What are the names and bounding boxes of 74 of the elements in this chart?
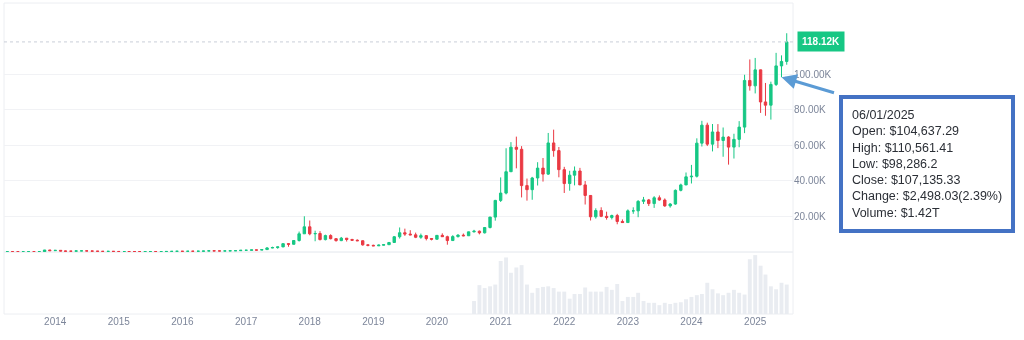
candlestick xyxy=(445,235,450,246)
y-tick-label: 100.00K xyxy=(794,68,832,80)
candlestick xyxy=(541,157,545,183)
candlestick xyxy=(525,178,529,202)
candlestick xyxy=(334,237,338,243)
candlestick xyxy=(440,232,445,238)
candlestick xyxy=(663,197,667,208)
x-tick-label: 2015 xyxy=(107,316,131,327)
x-tick-label: 2024 xyxy=(680,316,703,327)
candlestick xyxy=(472,229,476,233)
candlestick xyxy=(48,249,52,252)
candlestick xyxy=(551,129,556,158)
candlestick xyxy=(397,226,402,240)
candlestick xyxy=(620,218,625,224)
x-tick-label: 2016 xyxy=(171,316,194,327)
candlestick xyxy=(705,122,709,147)
candlestick xyxy=(424,234,428,241)
candlestick xyxy=(716,123,720,149)
x-tick-label: 2025 xyxy=(744,316,767,327)
candlestick xyxy=(758,69,763,114)
candlestick xyxy=(535,161,540,186)
x-tick-label: 2021 xyxy=(489,316,513,327)
candlestick xyxy=(668,202,672,209)
x-tick-label: 2022 xyxy=(553,316,576,327)
candlestick xyxy=(594,207,598,220)
ref-line-label: 118.12K xyxy=(802,36,841,47)
candlestick xyxy=(313,230,317,242)
candlestick xyxy=(641,196,646,205)
x-tick-label: 2020 xyxy=(425,316,449,327)
candlestick xyxy=(435,234,439,241)
candlestick xyxy=(657,194,662,202)
y-tick-label: 40.00K xyxy=(794,175,827,187)
candlestick xyxy=(742,74,747,134)
candlestick xyxy=(689,164,694,184)
x-tick-label: 2018 xyxy=(298,316,322,327)
y-tick-label: 60.00K xyxy=(794,139,827,151)
candlestick xyxy=(604,211,609,221)
candlestick xyxy=(753,57,757,94)
y-tick-label: 20.00K xyxy=(794,210,827,222)
candlestick xyxy=(652,195,656,209)
candlestick xyxy=(42,249,47,252)
candlestick xyxy=(647,198,651,207)
x-tick-label: 2019 xyxy=(362,316,385,327)
candlestick xyxy=(567,170,572,192)
candlestick xyxy=(377,244,381,247)
candlestick xyxy=(763,82,768,117)
candlestick xyxy=(413,232,418,239)
candlestick xyxy=(785,32,789,66)
candlestick xyxy=(615,213,619,225)
candlestick xyxy=(514,136,519,169)
candlestick xyxy=(673,188,678,206)
candlestick xyxy=(270,246,275,249)
x-tick-label: 2014 xyxy=(44,316,67,327)
candlestick xyxy=(779,54,784,78)
y-tick-label: 80.00K xyxy=(794,104,827,116)
candlestick xyxy=(726,135,731,166)
candlestick xyxy=(610,214,614,220)
candlestick xyxy=(748,58,752,92)
candlestick xyxy=(519,145,524,198)
candlestick xyxy=(546,132,550,176)
candlestick xyxy=(530,176,534,201)
x-tick-label: 2017 xyxy=(235,316,258,327)
text: 06/01/2025 Open: $104,637.29 High: $110,561.41 Low: $98,286.2 Close: $107,135.33 Change: $2,498.03(2.39%) Volume: $1.42T xyxy=(852,108,1003,220)
candlestick xyxy=(599,206,603,218)
candlestick xyxy=(318,230,322,241)
candlestick xyxy=(419,233,423,240)
candlestick xyxy=(710,123,715,152)
candlestick xyxy=(58,249,63,252)
candlestick xyxy=(286,242,291,248)
candlestick xyxy=(308,220,312,236)
candlestick xyxy=(721,127,725,158)
x-tick-label: 2023 xyxy=(616,316,640,327)
candlestick xyxy=(588,194,593,222)
candlestick xyxy=(339,236,343,242)
